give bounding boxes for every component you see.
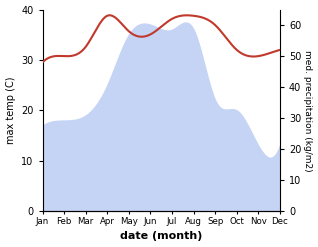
- Y-axis label: max temp (C): max temp (C): [5, 77, 16, 144]
- X-axis label: date (month): date (month): [120, 231, 203, 242]
- Y-axis label: med. precipitation (kg/m2): med. precipitation (kg/m2): [303, 50, 313, 171]
